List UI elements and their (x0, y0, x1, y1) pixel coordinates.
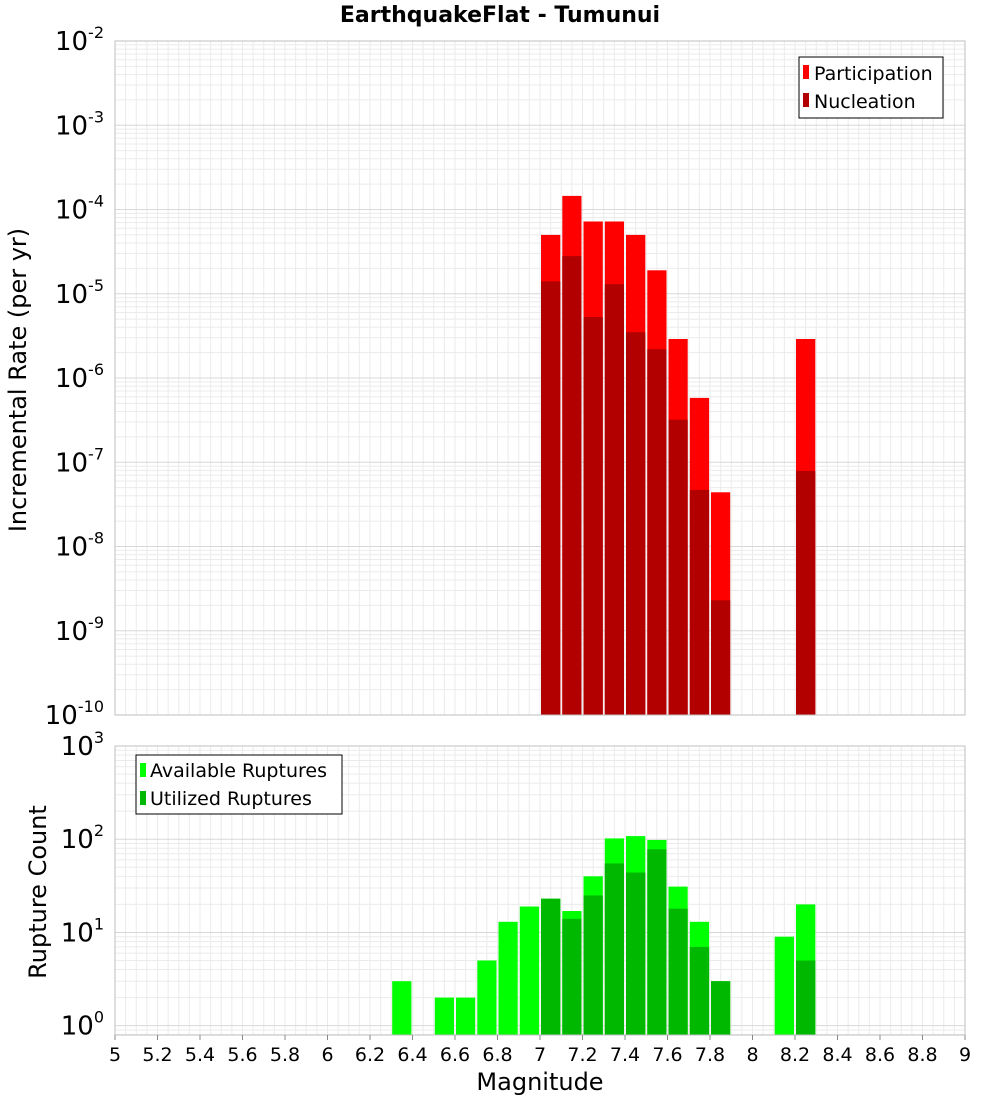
x-tick-label: 7.6 (652, 1044, 682, 1066)
rate-plot: 10-10 10-9 10-8 10-7 10-6 10-5 10-4 10-3 10-2 In… (4, 23, 966, 731)
count-legend: Available Ruptures Utilized Ruptures (135, 754, 343, 815)
y-tick-label: 10-5 (55, 276, 104, 310)
available-legend-label: Available Ruptures (150, 760, 327, 782)
y-tick-label: 10-8 (55, 529, 104, 563)
x-tick-label: 8.2 (780, 1044, 810, 1066)
x-tick-label: 5 (109, 1044, 121, 1066)
rate-legend: Participation Nucleation (798, 56, 944, 119)
rate-y-axis-label: Incremental Rate (per yr) (4, 228, 32, 532)
available-bar (498, 921, 518, 1035)
participation-legend-swatch (803, 65, 809, 79)
x-tick-label: 9 (959, 1044, 971, 1066)
x-tick-label: 7.8 (695, 1044, 725, 1066)
x-tick-label: 6 (321, 1044, 333, 1066)
utilized-bar (604, 863, 624, 1035)
nucleation-bar (711, 600, 731, 715)
y-tick-label: 10-7 (55, 444, 104, 478)
x-ticks: 5 5.2 5.4 5.6 5.8 6 6.2 6.4 6.6 6.8 7 7.2 7.4 7.6 7.8 8… (109, 1035, 971, 1066)
x-tick-label: 6.6 (440, 1044, 470, 1066)
x-axis-label: Magnitude (476, 1068, 603, 1096)
utilized-bar (583, 895, 603, 1035)
available-bar (392, 981, 412, 1035)
x-tick-label: 5.4 (185, 1044, 215, 1066)
x-tick-label: 5.6 (227, 1044, 257, 1066)
nucleation-legend-label: Nucleation (814, 91, 916, 113)
available-bar (434, 997, 454, 1035)
count-y-ticks: 100 101 102 103 (61, 728, 104, 1042)
available-bar (519, 906, 540, 1035)
y-tick-label: 10-9 (55, 613, 104, 647)
nucleation-bar (689, 489, 710, 715)
y-tick-label: 10-3 (55, 107, 104, 141)
utilized-bar (626, 872, 646, 1035)
x-tick-label: 6.8 (482, 1044, 512, 1066)
utilized-bars (541, 849, 816, 1035)
x-tick-label: 7.2 (567, 1044, 597, 1066)
nucleation-bar (647, 349, 667, 715)
count-legend-box (135, 754, 343, 815)
rate-y-ticks: 10-10 10-9 10-8 10-7 10-6 10-5 10-4 10-3 10-2 (45, 23, 104, 731)
y-tick-label: 103 (61, 728, 104, 762)
y-tick-label: 100 (61, 1008, 104, 1042)
y-tick-label: 102 (61, 821, 104, 855)
x-tick-label: 6.4 (397, 1044, 427, 1066)
y-tick-label: 10-6 (55, 360, 104, 394)
available-bar (774, 936, 794, 1035)
x-tick-label: 8.4 (822, 1044, 852, 1066)
y-tick-label: 10-4 (55, 192, 104, 226)
x-tick-label: 8.6 (865, 1044, 895, 1066)
x-tick-label: 7.4 (610, 1044, 640, 1066)
x-tick-label: 8 (746, 1044, 758, 1066)
nucleation-bar (626, 332, 646, 715)
rate-plot-frame (114, 40, 966, 716)
chart-title: EarthquakeFlat - Tumunui (340, 3, 660, 28)
rate-legend-box (798, 56, 944, 119)
y-tick-label: 10-10 (45, 697, 104, 731)
nucleation-legend-swatch (803, 93, 809, 107)
x-tick-label: 8.8 (907, 1044, 937, 1066)
x-tick-label: 7 (534, 1044, 546, 1066)
utilized-legend-label: Utilized Ruptures (150, 788, 312, 810)
utilized-bar (562, 918, 582, 1035)
y-tick-label: 101 (61, 915, 104, 949)
nucleation-bar (583, 317, 603, 715)
x-tick-label: 5.2 (142, 1044, 172, 1066)
x-tick-label: 5.8 (270, 1044, 300, 1066)
rate-grid (114, 41, 966, 716)
nucleation-bar (562, 256, 582, 715)
count-y-axis-label: Rupture Count (24, 805, 52, 979)
count-plot: 100 101 102 103 5 5.2 5.4 5.6 5.8 6 6.2 6.4 6.6 6.8 7… (24, 728, 971, 1096)
utilized-bar (541, 898, 561, 1035)
utilized-bar (796, 960, 816, 1035)
utilized-bar (668, 908, 688, 1035)
utilized-legend-swatch (140, 791, 146, 805)
utilized-bar (689, 946, 710, 1035)
nucleation-bar (796, 470, 816, 715)
x-tick-label: 6.2 (355, 1044, 385, 1066)
available-legend-swatch (140, 763, 146, 777)
nucleation-bar (604, 284, 624, 715)
utilized-bar (711, 981, 731, 1035)
y-tick-label: 10-2 (55, 23, 104, 57)
available-bar (477, 960, 497, 1035)
nucleation-bar (541, 281, 561, 715)
nucleation-bars (541, 256, 816, 715)
participation-legend-label: Participation (814, 63, 933, 85)
utilized-bar (647, 849, 667, 1035)
available-bar (456, 997, 476, 1035)
nucleation-bar (668, 419, 688, 715)
